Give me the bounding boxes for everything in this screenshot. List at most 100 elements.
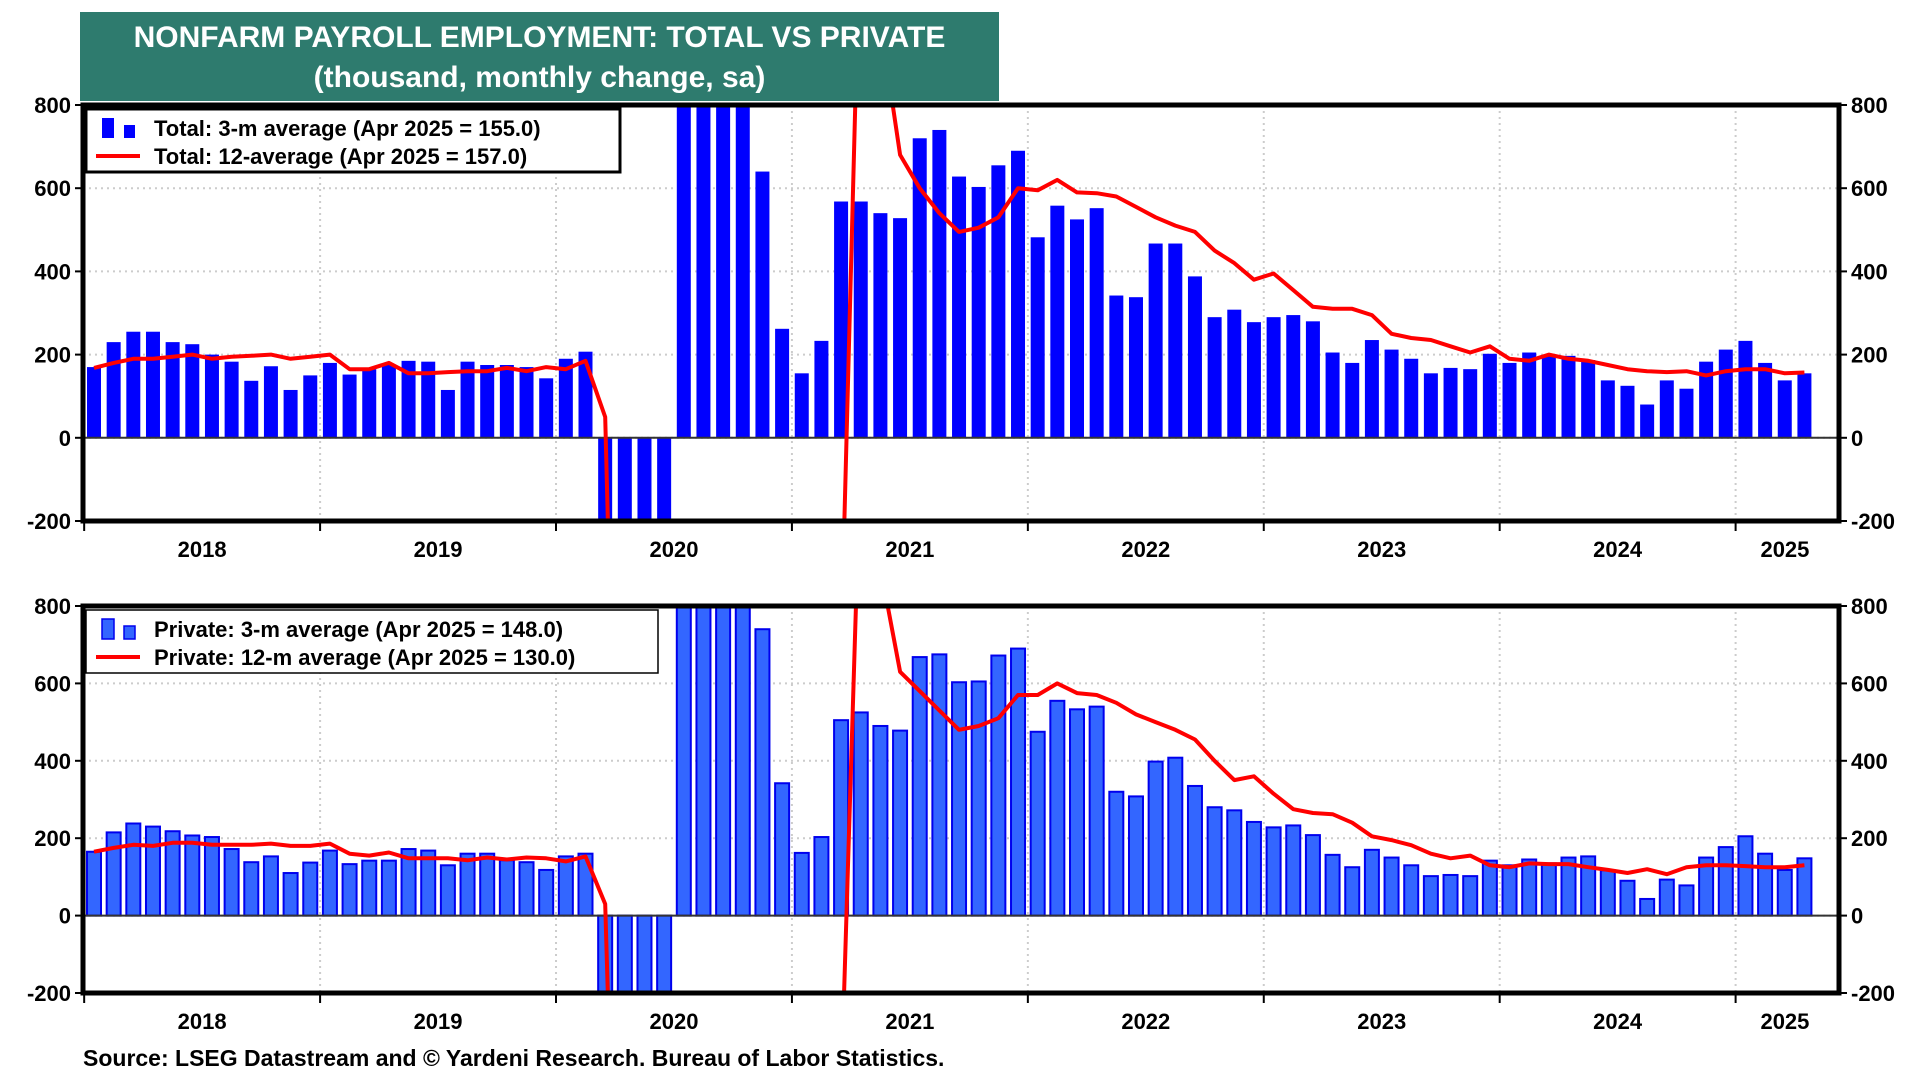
bar bbox=[1069, 708, 1085, 917]
y-tick-label-right: 0 bbox=[1851, 904, 1863, 929]
bar bbox=[1620, 385, 1635, 438]
bar bbox=[813, 836, 830, 917]
bar bbox=[637, 437, 652, 521]
legend-bar-swatch-icon bbox=[101, 618, 115, 640]
y-tick-label-left: 800 bbox=[34, 594, 71, 619]
bar bbox=[1324, 853, 1341, 917]
y-tick-label-left: -200 bbox=[27, 981, 71, 1006]
bar bbox=[322, 362, 337, 438]
source-note: Source: LSEG Datastream and © Yardeni Re… bbox=[83, 1045, 945, 1071]
bar bbox=[401, 360, 416, 438]
line-series bbox=[93, 606, 1805, 993]
bar bbox=[932, 129, 947, 438]
bar bbox=[126, 331, 141, 438]
y-tick-label-left: 200 bbox=[34, 826, 71, 851]
bar bbox=[1521, 858, 1538, 917]
bar bbox=[1030, 237, 1045, 438]
bar bbox=[1109, 295, 1124, 438]
bar bbox=[185, 344, 200, 438]
bar bbox=[1502, 362, 1517, 438]
bar bbox=[321, 849, 338, 917]
bar bbox=[1581, 360, 1596, 438]
bar bbox=[499, 365, 514, 438]
bar bbox=[990, 654, 1007, 917]
bar bbox=[577, 852, 594, 917]
bar bbox=[1599, 869, 1616, 917]
bar bbox=[1245, 820, 1262, 917]
bar bbox=[1423, 373, 1438, 438]
y-tick-label-left: -200 bbox=[27, 509, 71, 534]
x-tick-label: 2019 bbox=[414, 1009, 463, 1034]
bar bbox=[794, 373, 809, 438]
bar bbox=[1305, 321, 1320, 438]
legend: Total: 3-m average (Apr 2025 = 155.0) Tot… bbox=[84, 107, 622, 174]
bar bbox=[263, 366, 278, 438]
bar bbox=[1718, 349, 1733, 438]
bar bbox=[931, 653, 948, 917]
bar bbox=[1186, 784, 1203, 917]
chart-title-banner: NONFARM PAYROLL EMPLOYMENT: TOTAL VS PRI… bbox=[80, 12, 999, 101]
bar bbox=[421, 361, 436, 438]
x-tick-label: 2021 bbox=[885, 537, 934, 562]
legend-label-line: Private: 12-m average (Apr 2025 = 130.0) bbox=[154, 645, 575, 670]
bar bbox=[1541, 355, 1556, 438]
bar bbox=[872, 724, 889, 917]
bar bbox=[793, 851, 810, 917]
legend-bar-swatch-icon bbox=[102, 118, 114, 138]
chart-subtitle: (thousand, monthly change, sa) bbox=[313, 61, 766, 94]
bar bbox=[676, 105, 691, 438]
bar bbox=[184, 834, 201, 917]
bar bbox=[1344, 866, 1361, 917]
x-tick-label: 2019 bbox=[414, 537, 463, 562]
x-tick-label: 2025 bbox=[1760, 1009, 1809, 1034]
bar bbox=[1325, 352, 1340, 438]
bar bbox=[439, 864, 456, 917]
bar bbox=[479, 852, 496, 917]
bar bbox=[1619, 879, 1636, 917]
bar bbox=[1070, 219, 1084, 438]
bar bbox=[1266, 317, 1281, 438]
y-tick-label-right: 0 bbox=[1851, 426, 1863, 451]
bar bbox=[282, 872, 299, 917]
y-tick-label-left: 400 bbox=[34, 749, 71, 774]
bar bbox=[1010, 647, 1027, 917]
bar bbox=[971, 186, 986, 438]
bar bbox=[1658, 878, 1675, 917]
bar bbox=[970, 680, 987, 917]
bar bbox=[1383, 856, 1400, 917]
bar bbox=[204, 354, 219, 438]
bar bbox=[1777, 380, 1792, 438]
bar bbox=[440, 389, 455, 438]
legend-bar-swatch-icon bbox=[123, 625, 136, 640]
bar bbox=[519, 367, 534, 438]
bar bbox=[696, 105, 711, 438]
x-tick-label: 2020 bbox=[649, 537, 698, 562]
bar bbox=[1285, 824, 1302, 917]
legend-label-bar: Private: 3-m average (Apr 2025 = 148.0) bbox=[154, 617, 563, 642]
y-tick-label-right: 200 bbox=[1851, 826, 1888, 851]
legend-label-bar: Total: 3-m average (Apr 2025 = 155.0) bbox=[154, 116, 541, 141]
bar bbox=[1206, 806, 1223, 917]
bar bbox=[1089, 208, 1104, 438]
x-tick-label: 2018 bbox=[178, 537, 227, 562]
bar bbox=[125, 822, 142, 917]
bar bbox=[912, 138, 927, 438]
bar bbox=[1363, 848, 1380, 917]
y-tick-label-right: -200 bbox=[1851, 509, 1895, 534]
y-tick-label-left: 600 bbox=[34, 671, 71, 696]
bar bbox=[1384, 349, 1399, 438]
legend: Private: 3-m average (Apr 2025 = 148.0) P… bbox=[85, 609, 659, 674]
bar bbox=[538, 868, 555, 917]
bar bbox=[145, 331, 160, 438]
bar bbox=[1600, 380, 1615, 438]
x-tick-label: 2023 bbox=[1357, 537, 1406, 562]
bar bbox=[1147, 760, 1164, 917]
bar bbox=[1304, 834, 1321, 917]
bar bbox=[814, 340, 829, 438]
y-tick-label-left: 0 bbox=[59, 426, 71, 451]
bar bbox=[1029, 730, 1046, 917]
bar bbox=[1011, 150, 1026, 438]
bar bbox=[244, 380, 259, 438]
bar bbox=[1561, 355, 1576, 438]
bar bbox=[715, 606, 732, 917]
